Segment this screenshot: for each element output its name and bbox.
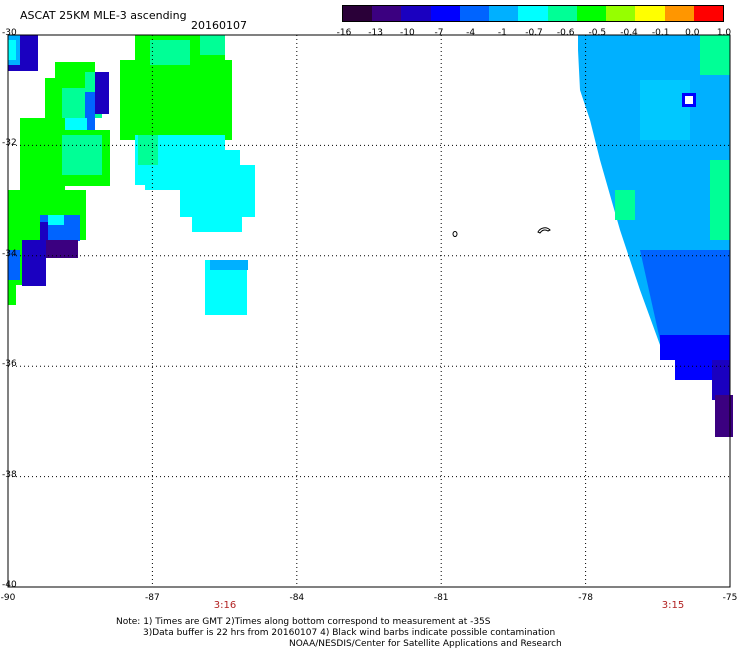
color-scale-swatch bbox=[372, 6, 402, 21]
pass-time-east: 3:15 bbox=[661, 600, 685, 611]
longitude-label: -90 bbox=[0, 593, 16, 603]
longitude-label: -78 bbox=[578, 593, 593, 603]
note-line-3: NOAA/NESDIS/Center for Satellite Applica… bbox=[289, 639, 562, 649]
color-scale-swatch bbox=[693, 6, 724, 21]
pass-time-west: 3:16 bbox=[213, 600, 237, 611]
latitude-label: -30 bbox=[2, 28, 17, 38]
latitude-label: -32 bbox=[2, 138, 17, 149]
color-scale-label: -4 bbox=[466, 28, 476, 38]
note-line-1: Note: 1) Times are GMT 2)Times along bot… bbox=[116, 617, 491, 627]
longitude-label: -87 bbox=[145, 593, 160, 603]
color-scale-label: -0.4 bbox=[620, 28, 638, 38]
color-scale-swatch bbox=[459, 6, 490, 21]
longitude-label: -81 bbox=[433, 593, 449, 603]
color-scale-label: -0.7 bbox=[525, 28, 543, 38]
longitude-label: -75 bbox=[722, 593, 738, 603]
color-scale-swatch bbox=[430, 6, 460, 21]
color-scale-label: -0.5 bbox=[588, 28, 607, 38]
color-scale-label: -1 bbox=[497, 28, 507, 38]
color-scale-swatch bbox=[343, 6, 373, 21]
swath-cells-west bbox=[8, 35, 110, 305]
color-scale-label: -7 bbox=[434, 28, 444, 38]
lat-lon-grid bbox=[8, 35, 730, 587]
color-scale-swatch bbox=[518, 6, 548, 21]
swath-cells-east bbox=[578, 35, 733, 437]
latitude-label: -36 bbox=[2, 359, 17, 370]
latitude-label: -34 bbox=[2, 248, 17, 259]
color-scale-swatch bbox=[401, 6, 431, 21]
color-scale-label: -0.1 bbox=[651, 28, 670, 38]
product-date: 20160107 bbox=[191, 19, 247, 32]
swath-cells-central bbox=[120, 35, 255, 315]
color-scale-label: -13 bbox=[368, 28, 384, 38]
color-scale-label: -0.6 bbox=[556, 28, 575, 38]
longitude-label: -84 bbox=[289, 593, 305, 603]
color-scale-swatch bbox=[635, 6, 665, 21]
color-scale-label: -16 bbox=[336, 28, 352, 38]
latitude-label: -40 bbox=[2, 580, 17, 590]
color-scale-swatch bbox=[664, 6, 694, 21]
color-scale-swatch bbox=[576, 6, 607, 21]
color-scale-swatch bbox=[606, 6, 636, 21]
island-outlines bbox=[452, 227, 551, 237]
note-line-2: 3)Data buffer is 22 hrs from 20160107 4)… bbox=[143, 628, 556, 638]
latitude-label: -38 bbox=[2, 469, 17, 480]
product-title: ASCAT 25KM MLE-3 ascending bbox=[20, 9, 187, 22]
map-frame bbox=[7, 34, 731, 588]
color-scale-swatch bbox=[547, 6, 577, 21]
color-scale-label: 1.0 bbox=[716, 28, 732, 38]
color-scale-label: -10 bbox=[399, 28, 415, 38]
color-scale-swatch bbox=[489, 6, 519, 21]
color-scale-label: 0.0 bbox=[685, 28, 700, 38]
color-scale-bar bbox=[342, 5, 724, 22]
